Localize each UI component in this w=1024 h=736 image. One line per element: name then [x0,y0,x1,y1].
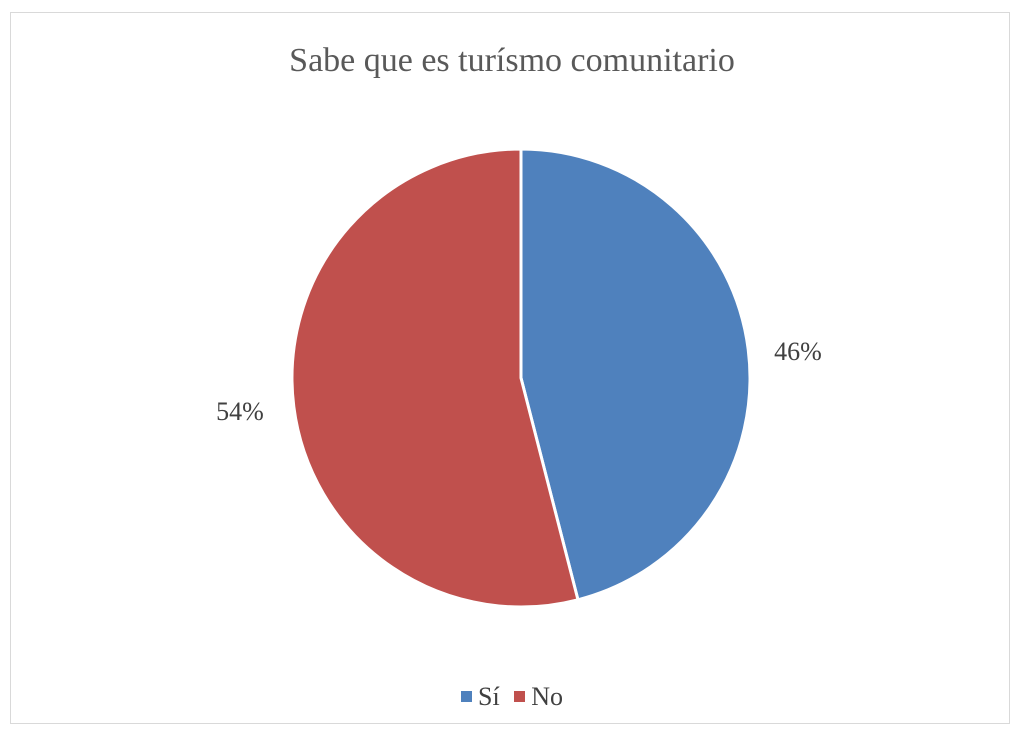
legend-label-si: Sí [478,682,500,711]
legend-item-no: No [514,682,563,712]
pie-slice-no [290,147,580,609]
legend-item-si: Sí [461,682,500,712]
legend-label-no: No [531,682,563,711]
data-label-si: 46% [774,337,822,366]
data-label-no: 54% [216,397,264,426]
legend-swatch-no [514,691,526,702]
legend: Sí No [0,682,1024,712]
legend-swatch-si [461,691,473,702]
pie-slice-si [519,147,752,602]
chart-title: Sabe que es turísmo comunitario [289,42,735,79]
